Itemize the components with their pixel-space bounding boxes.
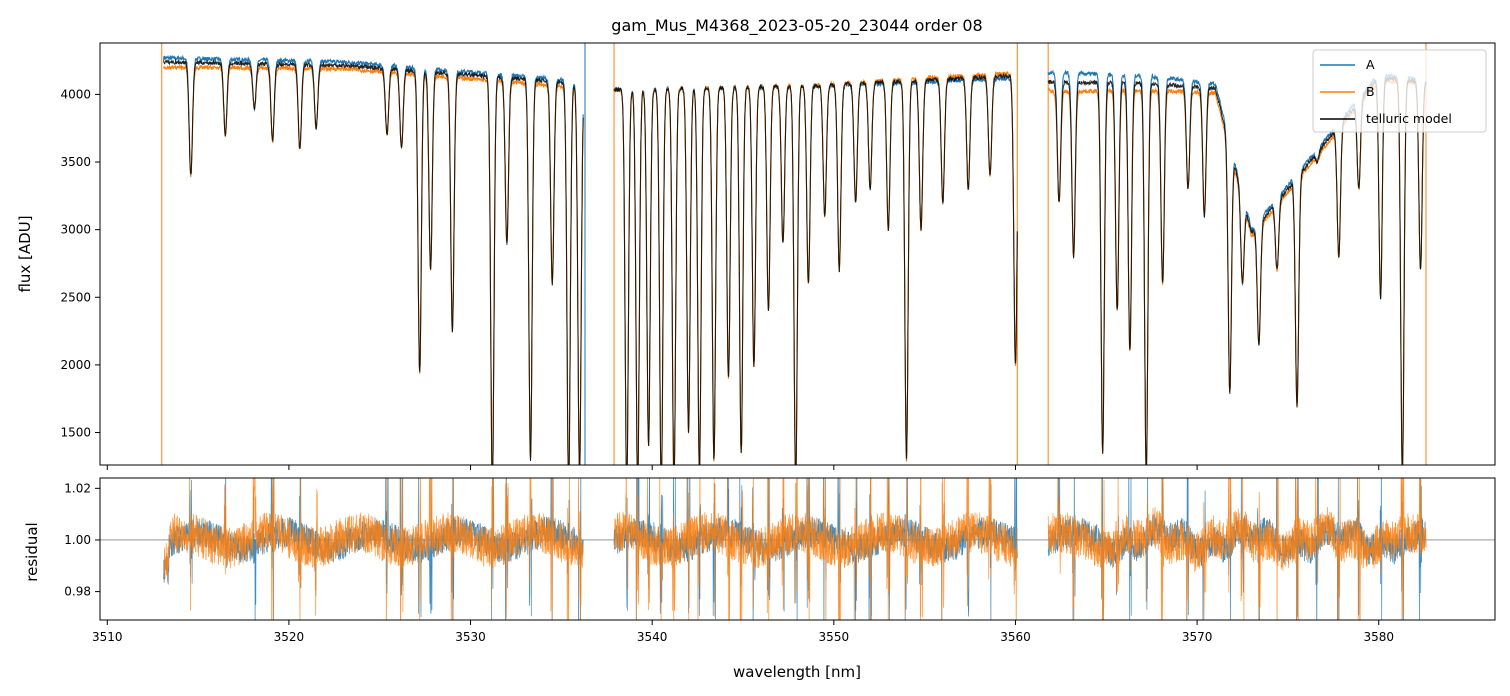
residual-panel-frame bbox=[99, 477, 1496, 621]
legend-label-b: B bbox=[1366, 84, 1375, 99]
flux-ytick-label-3500: 3500 bbox=[60, 155, 91, 169]
residual-b-segment-2 bbox=[1047, 478, 1427, 620]
residual-xtick-label-3560: 3560 bbox=[1000, 630, 1031, 644]
flux-ytick-label-1500: 1500 bbox=[60, 426, 91, 440]
series-telluric-model-segment-0 bbox=[163, 58, 584, 465]
residual-panel: 0.98 1.00 1.02 3510 3520 3530 3540 3550 3560 357… bbox=[23, 477, 1496, 681]
series-b-segment-0 bbox=[163, 64, 584, 465]
residual-xtick-label-3540: 3540 bbox=[637, 630, 668, 644]
flux-panel: 1500 2000 2500 3000 3500 4000 flux [ADU] A B … bbox=[16, 42, 1496, 470]
legend: A B telluric model bbox=[1312, 49, 1487, 133]
series-telluric-model-segment-2 bbox=[1047, 75, 1427, 465]
residual-xtick-label-3520: 3520 bbox=[274, 630, 305, 644]
x-axis-label: wavelength [nm] bbox=[733, 663, 861, 681]
residual-ytick-label-2: 1.02 bbox=[64, 481, 91, 495]
residual-xtick-label-3570: 3570 bbox=[1182, 630, 1213, 644]
legend-label-a: A bbox=[1366, 57, 1375, 72]
residual-xtick-label-3510: 3510 bbox=[92, 630, 123, 644]
residual-xtick-label-3530: 3530 bbox=[455, 630, 486, 644]
residual-b-segment-1 bbox=[613, 478, 1018, 620]
residual-y-axis-label: residual bbox=[23, 522, 41, 581]
residual-xtick-label-3550: 3550 bbox=[819, 630, 850, 644]
flux-ytick-label-3000: 3000 bbox=[60, 223, 91, 237]
flux-ytick-label-2500: 2500 bbox=[60, 290, 91, 304]
series-telluric-model-segment-1 bbox=[613, 73, 1018, 465]
legend-label-telluric-model: telluric model bbox=[1366, 111, 1452, 126]
residual-xtick-label-3580: 3580 bbox=[1363, 630, 1394, 644]
chart-title: gam_Mus_M4368_2023-05-20_23044 order 08 bbox=[611, 16, 982, 36]
flux-ytick-label-4000: 4000 bbox=[60, 87, 91, 101]
residual-ytick-label-1: 1.00 bbox=[64, 533, 91, 547]
legend-box bbox=[1312, 49, 1487, 133]
residual-ytick-label-0: 0.98 bbox=[64, 585, 91, 599]
flux-y-axis-label: flux [ADU] bbox=[16, 215, 34, 292]
flux-ytick-label-2000: 2000 bbox=[60, 358, 91, 372]
series-a-segment-0 bbox=[163, 54, 584, 465]
flux-panel-frame bbox=[99, 42, 1496, 466]
residual-b-segment-0 bbox=[163, 478, 584, 620]
